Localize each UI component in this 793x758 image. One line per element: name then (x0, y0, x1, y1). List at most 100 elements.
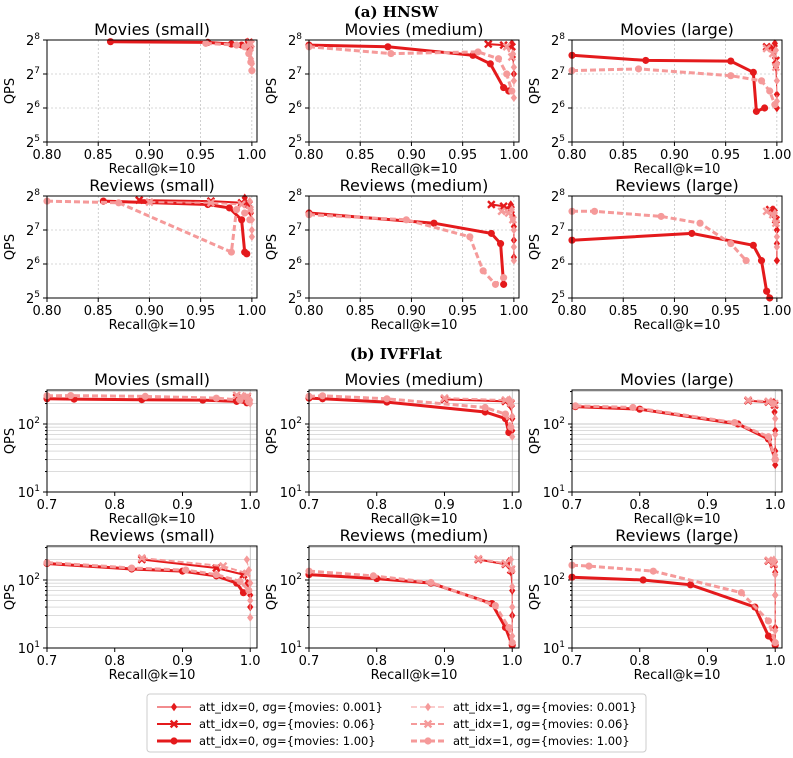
x-tick-label: 1.00 (762, 148, 791, 163)
data-point (506, 398, 516, 408)
plot-title: Movies (small) (94, 370, 210, 389)
x-tick-label: 0.80 (33, 148, 62, 163)
legend-marker (170, 737, 178, 745)
x-axis-label: Recall@k=10 (634, 512, 721, 527)
data-point (772, 430, 779, 439)
data-point (115, 199, 123, 207)
data-point (771, 101, 779, 109)
x-tick-label: 0.80 (558, 304, 587, 319)
y-tick-label: 28 (288, 32, 302, 49)
series-group (43, 391, 254, 408)
legend-marker (169, 719, 179, 729)
data-point (141, 392, 149, 400)
data-point (510, 242, 518, 252)
x-tick-label: 0.90 (660, 304, 689, 319)
legend-marker (424, 737, 432, 745)
x-tick-label: 0.8 (366, 654, 387, 669)
series-group (568, 555, 779, 650)
data-point (773, 76, 781, 85)
y-tick-label: 102 (280, 572, 302, 589)
data-point (242, 569, 252, 578)
y-axis-label: QPS (3, 428, 18, 454)
section-title-ivfflat: (b) IVFFlat (350, 345, 442, 363)
x-axis-label: Recall@k=10 (371, 318, 458, 333)
data-point (243, 250, 251, 258)
x-tick-label: 0.85 (609, 304, 638, 319)
x-tick-label: 1.0 (765, 498, 786, 513)
x-axis-label: Recall@k=10 (109, 668, 196, 683)
data-point (727, 57, 735, 65)
series-group (43, 193, 256, 258)
data-point (688, 229, 696, 237)
data-point (241, 209, 249, 217)
x-tick-label: 0.9 (434, 498, 455, 513)
data-point (248, 225, 256, 235)
y-axis-label: QPS (528, 428, 543, 454)
series-line (103, 199, 248, 255)
data-point (427, 578, 435, 587)
series-line (575, 404, 777, 461)
x-tick-label: 0.90 (135, 304, 164, 319)
data-point (771, 639, 779, 647)
data-point (241, 43, 249, 51)
data-point (384, 43, 392, 51)
data-point (507, 423, 515, 431)
data-point (771, 218, 781, 228)
x-axis-label: Recall@k=10 (109, 162, 196, 177)
x-tick-label: 0.8 (104, 498, 125, 513)
data-point (232, 41, 241, 49)
y-tick-label: 102 (543, 572, 565, 589)
data-point (369, 572, 377, 580)
y-tick-label: 27 (288, 222, 302, 239)
legend-entry: att_idx=0, σg={movies: 1.00} (157, 734, 376, 748)
data-point (571, 402, 579, 410)
data-point (639, 576, 647, 584)
data-point (248, 67, 256, 75)
data-point (772, 590, 779, 600)
data-point (238, 216, 246, 224)
data-point (247, 58, 255, 66)
y-tick-label: 102 (543, 416, 565, 433)
legend-frame (146, 693, 647, 753)
series-line (308, 213, 505, 287)
data-point (505, 428, 513, 437)
x-tick-label: 0.95 (448, 148, 477, 163)
data-point (752, 107, 760, 115)
data-point (479, 267, 487, 275)
plot-frame (571, 195, 783, 299)
data-point (245, 50, 253, 58)
x-tick-label: 1.00 (237, 148, 266, 163)
series-line (46, 561, 250, 592)
plot-title: Movies (small) (94, 20, 210, 39)
data-point (247, 578, 254, 588)
plot-frame (46, 389, 258, 493)
x-tick-label: 0.80 (558, 148, 587, 163)
data-point (773, 90, 781, 99)
y-tick-label: 28 (26, 32, 40, 49)
data-point (237, 200, 246, 209)
data-point (246, 39, 256, 49)
data-point (383, 395, 391, 403)
series-group (43, 553, 254, 622)
plot-frame (308, 195, 520, 299)
plot-title: Reviews (large) (615, 526, 739, 545)
data-point (507, 52, 517, 62)
data-point (757, 257, 766, 265)
data-point (770, 399, 779, 408)
plot-frame (308, 389, 520, 493)
data-point (504, 208, 513, 218)
data-point (761, 104, 769, 112)
series-group (305, 39, 518, 102)
series-line (571, 575, 777, 647)
y-axis-label: QPS (3, 78, 18, 104)
data-point (503, 70, 511, 78)
data-point (387, 50, 395, 58)
x-tick-label: 0.7 (562, 498, 583, 513)
x-tick-label: 0.9 (697, 654, 718, 669)
